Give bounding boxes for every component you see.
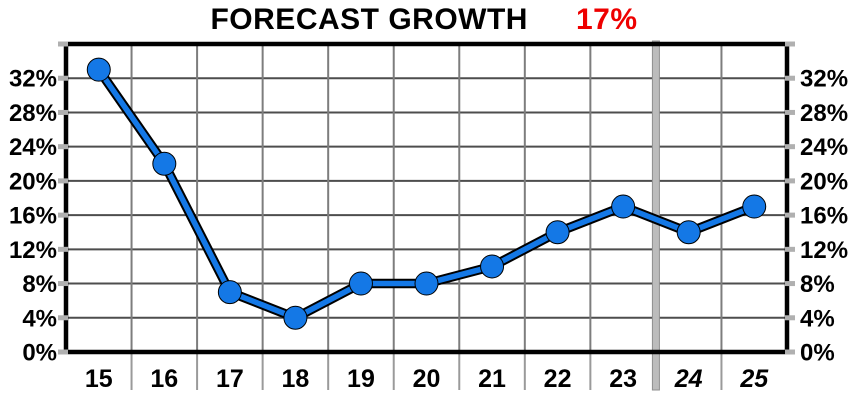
- data-point: [86, 57, 111, 82]
- data-point: [217, 280, 242, 305]
- left-axis-tick: [58, 349, 68, 355]
- x-axis-label: 15: [85, 365, 113, 393]
- data-point: [611, 194, 636, 219]
- x-axis-label: 23: [609, 365, 637, 393]
- x-axis-label: 24: [674, 365, 703, 393]
- y-axis-label-left: 12%: [9, 237, 57, 264]
- y-axis-label-left: 20%: [9, 168, 57, 195]
- y-axis-label-right: 0%: [800, 340, 835, 367]
- x-axis-label: 20: [413, 365, 441, 393]
- y-axis-label-left: 24%: [9, 134, 57, 161]
- y-axis-label-left: 32%: [9, 66, 57, 93]
- left-axis-tick: [58, 144, 68, 150]
- y-axis-label-left: 16%: [9, 203, 57, 230]
- data-point: [742, 194, 767, 219]
- plot-border: [63, 41, 790, 355]
- chart-title-text: FORECAST GROWTH: [210, 3, 528, 36]
- left-axis-tick: [58, 109, 68, 115]
- left-axis-tick: [58, 246, 68, 252]
- y-axis-label-right: 32%: [800, 66, 848, 93]
- y-axis-label-right: 16%: [800, 203, 848, 230]
- y-axis-label-left: 4%: [22, 305, 57, 332]
- y-axis-label-right: 8%: [800, 271, 835, 298]
- right-axis-tick: [785, 144, 795, 150]
- y-axis-label-right: 20%: [800, 168, 848, 195]
- chart-title-forecast-value: 17%: [575, 3, 638, 36]
- y-axis-label-right: 24%: [800, 134, 848, 161]
- right-axis-tick: [785, 212, 795, 218]
- y-axis-label-right: 4%: [800, 305, 835, 332]
- y-axis-label-right: 12%: [800, 237, 848, 264]
- left-axis-tick: [58, 281, 68, 287]
- x-axis-label: 17: [216, 365, 244, 393]
- left-axis-tick: [58, 41, 68, 47]
- x-axis-label: 22: [544, 365, 572, 393]
- y-axis-label-left: 28%: [9, 100, 57, 127]
- x-axis-label: 16: [150, 365, 178, 393]
- data-point: [152, 151, 177, 176]
- right-axis-tick: [785, 178, 795, 184]
- x-axis-label: 18: [282, 365, 310, 393]
- data-point: [545, 220, 570, 245]
- right-axis-tick: [785, 75, 795, 81]
- x-axis-label: 21: [478, 365, 506, 393]
- left-axis-tick: [58, 212, 68, 218]
- right-axis-tick: [785, 281, 795, 287]
- right-axis-tick: [785, 41, 795, 47]
- y-axis-label-right: 28%: [800, 100, 848, 127]
- data-point: [348, 271, 373, 296]
- right-axis-tick: [785, 349, 795, 355]
- y-axis-label-left: 8%: [22, 271, 57, 298]
- right-axis-tick: [785, 315, 795, 321]
- left-axis-tick: [58, 315, 68, 321]
- right-axis-tick: [785, 109, 795, 115]
- y-axis-label-left: 0%: [22, 340, 57, 367]
- left-axis-tick: [58, 178, 68, 184]
- left-axis-tick: [58, 75, 68, 81]
- x-axis-label: 25: [739, 365, 769, 393]
- data-point: [480, 254, 505, 279]
- data-point: [676, 220, 701, 245]
- right-axis-tick: [785, 246, 795, 252]
- data-point: [414, 271, 439, 296]
- x-axis-label: 19: [347, 365, 375, 393]
- data-point: [283, 305, 308, 330]
- chart-title: FORECAST GROWTH 17%: [0, 1, 848, 41]
